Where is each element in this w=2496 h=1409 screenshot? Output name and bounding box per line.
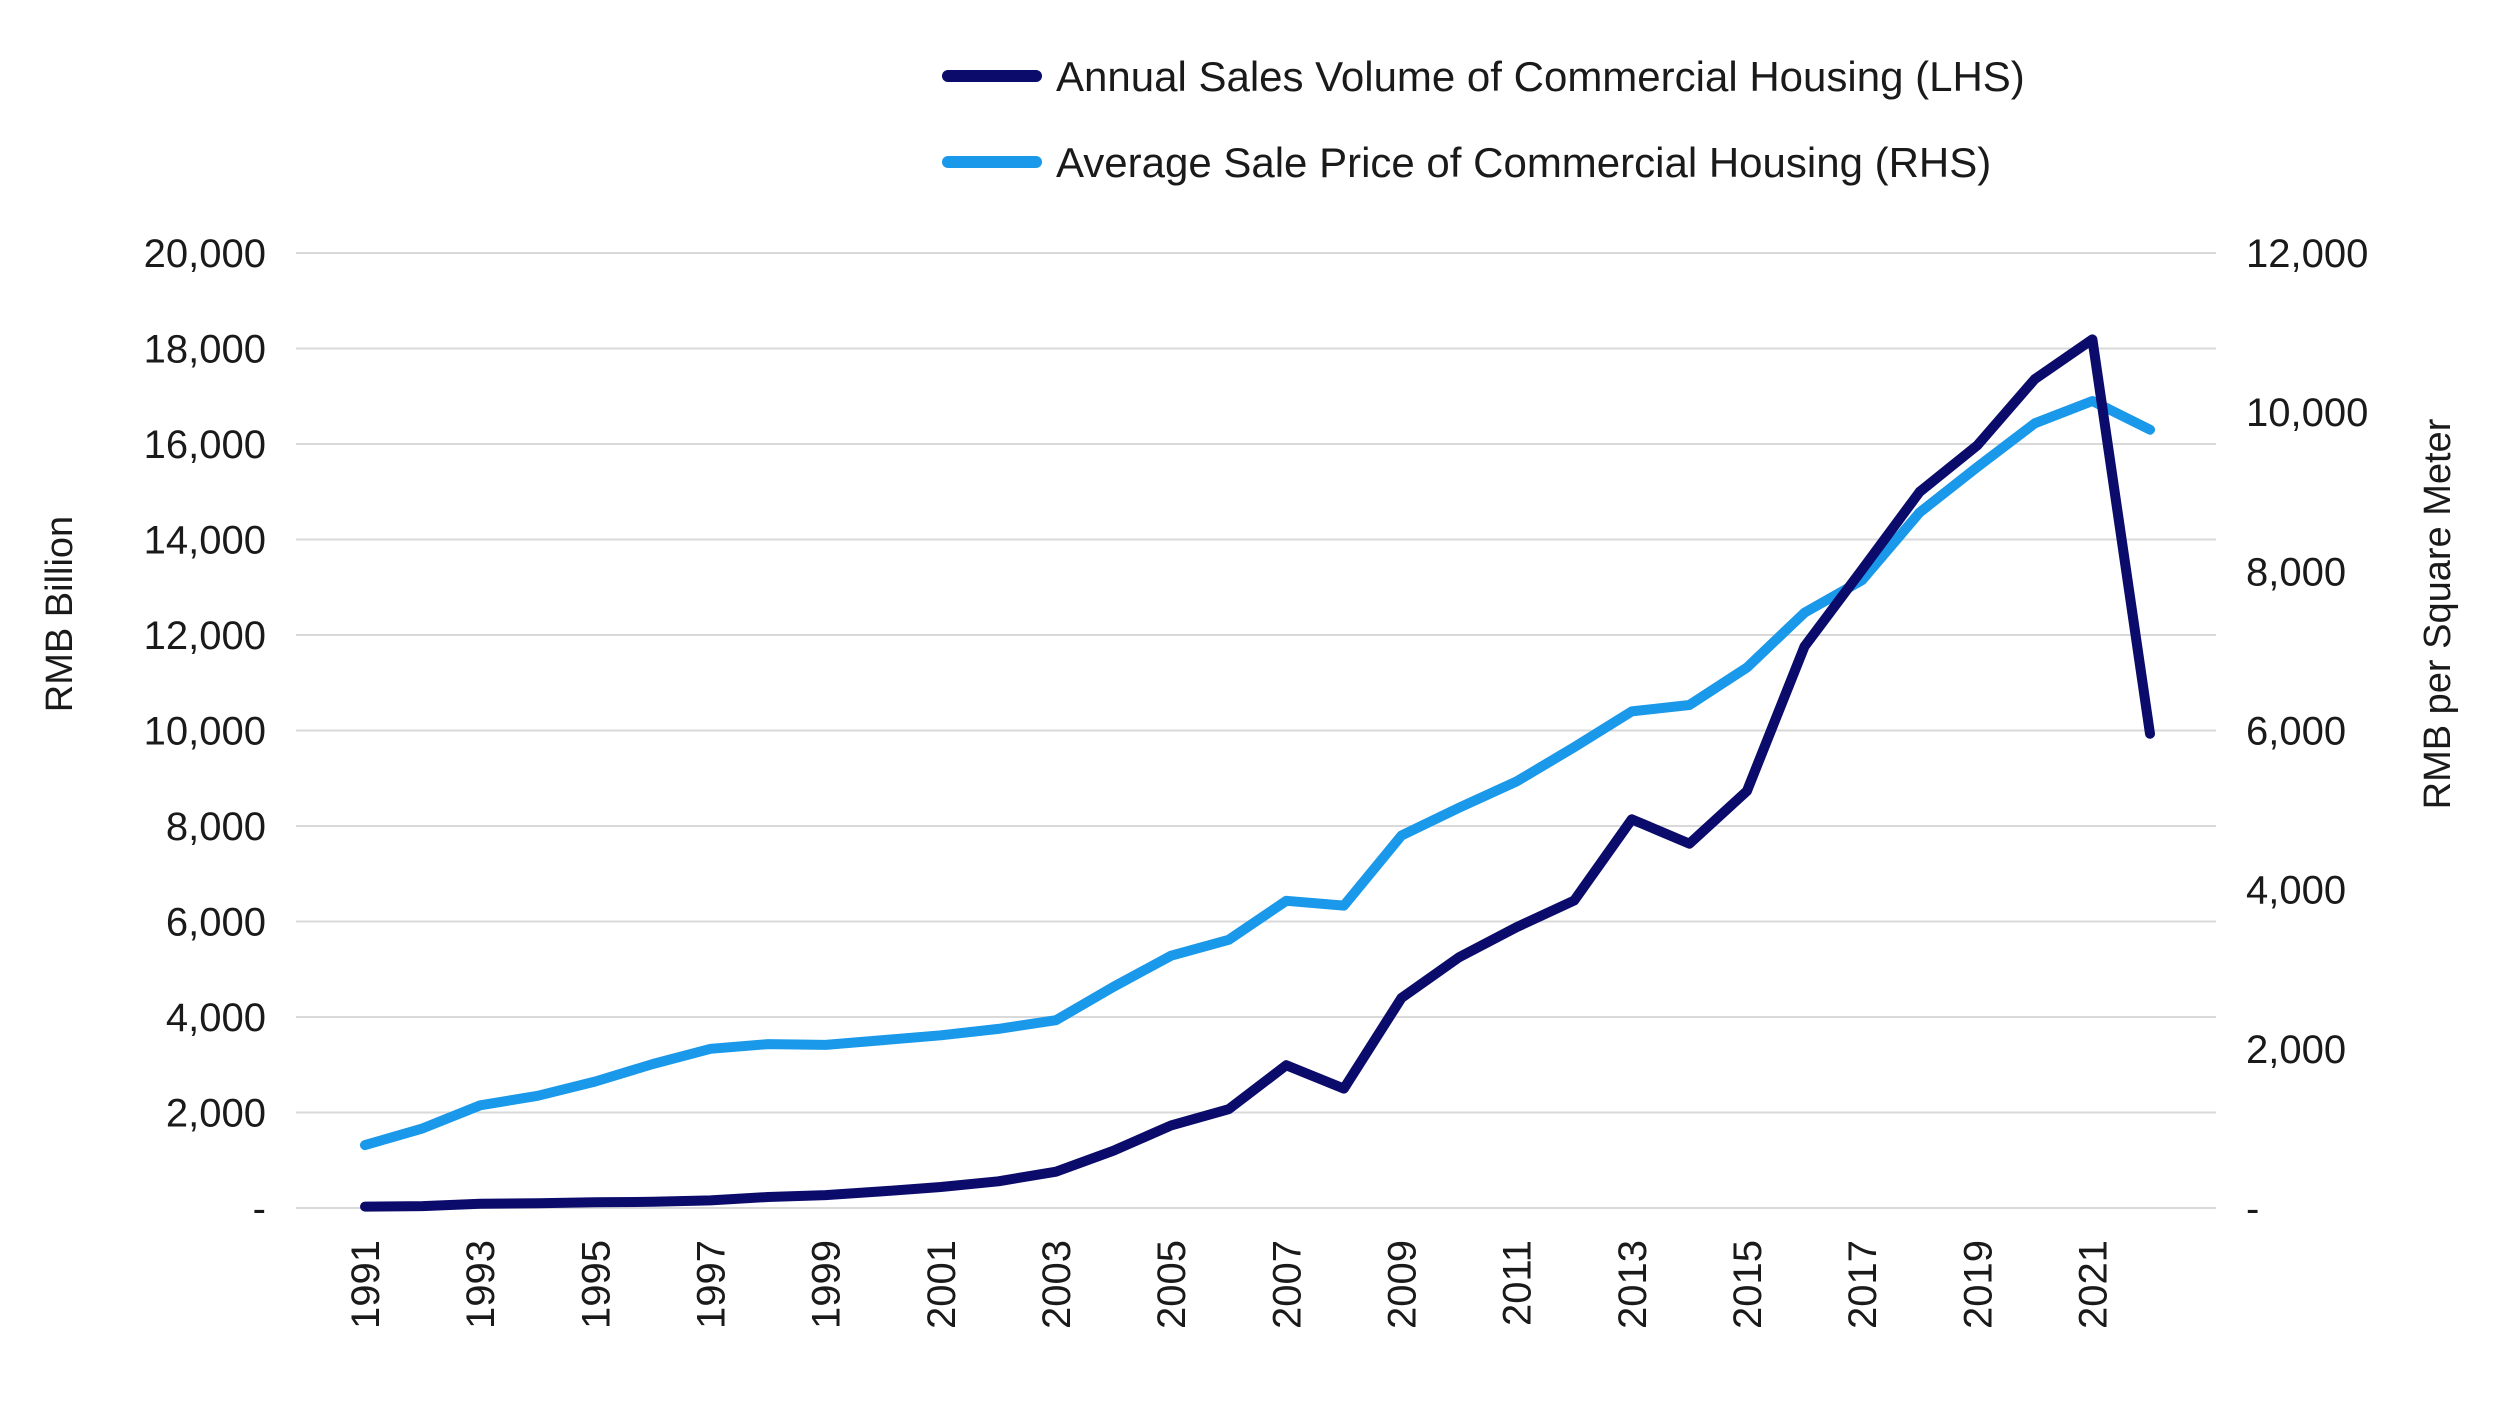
x-tick-label: 1997 [689,1240,733,1329]
x-tick-label: 2009 [1380,1240,1424,1329]
right-y-axis: - 2,000 4,000 6,000 8,000 10,000 12,000 [2246,232,2368,1231]
left-tick-label: 20,000 [144,232,266,276]
right-tick-label: 10,000 [2246,391,2368,435]
x-tick-label: 1995 [574,1240,618,1329]
left-tick-label: 10,000 [144,710,266,754]
x-tick-label: 2019 [1956,1240,2000,1329]
left-tick-label: 16,000 [144,423,266,467]
x-tick-label: 1999 [805,1240,849,1329]
legend: Annual Sales Volume of Commercial Housin… [942,53,2025,186]
series-lines [360,334,2155,1212]
x-tick-label: 1993 [459,1240,503,1329]
left-tick-label: 6,000 [166,901,266,945]
series-line-sale-price [360,396,2155,1151]
left-tick-label: 2,000 [166,1092,266,1136]
right-tick-label: 12,000 [2246,232,2368,276]
x-tick-label: 1991 [344,1240,388,1329]
right-tick-label: 4,000 [2246,869,2346,913]
series-line-sales-volume [360,334,2155,1212]
legend-label-sale-price: Average Sale Price of Commercial Housing… [1056,139,1991,186]
x-axis: 1991 1993 1995 1997 1999 2001 2003 2005 2007 2009… [344,1240,2115,1329]
x-tick-label: 2021 [2071,1240,2115,1329]
x-tick-label: 2011 [1496,1240,1540,1326]
left-tick-label: 14,000 [144,519,266,563]
right-tick-label: 2,000 [2246,1028,2346,1072]
left-tick-label: - [253,1187,266,1231]
x-tick-label: 2007 [1265,1240,1309,1329]
right-tick-label: - [2246,1187,2259,1231]
right-tick-label: 8,000 [2246,550,2346,594]
x-tick-label: 2003 [1035,1240,1079,1329]
x-tick-label: 2017 [1841,1240,1885,1329]
right-axis-title: RMB per Square Meter [2417,418,2459,809]
left-tick-label: 8,000 [166,805,266,849]
x-tick-label: 2013 [1611,1240,1655,1329]
left-y-axis: - 2,000 4,000 6,000 8,000 10,000 12,000 14,000 1… [144,232,266,1231]
left-tick-label: 4,000 [166,996,266,1040]
left-axis-title: RMB Billion [39,516,81,712]
left-tick-label: 18,000 [144,328,266,372]
x-tick-label: 2001 [920,1240,964,1329]
x-tick-label: 2015 [1726,1240,1770,1329]
legend-label-sales-volume: Annual Sales Volume of Commercial Housin… [1056,53,2025,100]
x-tick-label: 2005 [1150,1240,1194,1329]
gridlines [296,252,2216,1209]
left-tick-label: 12,000 [144,614,266,658]
right-tick-label: 6,000 [2246,710,2346,754]
